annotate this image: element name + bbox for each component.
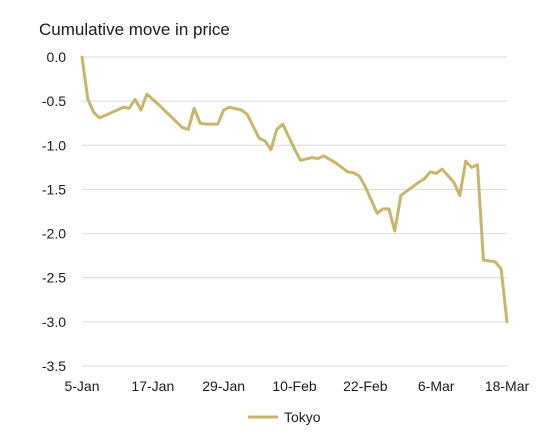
chart-title: Cumulative move in price <box>39 20 230 39</box>
x-tick-label: 22-Feb <box>343 378 388 394</box>
x-tick-label: 5-Jan <box>64 378 99 394</box>
y-tick-label: -3.0 <box>42 314 66 330</box>
y-tick-label: 0.0 <box>47 49 67 65</box>
y-axis: 0.0 -0.5 -1.0 -1.5 -2.0 -2.5 -3.0 -3.5 <box>42 49 66 374</box>
x-tick-label: 18-Mar <box>485 378 530 394</box>
series-line-tokyo <box>80 55 509 324</box>
legend: Tokyo <box>248 409 321 425</box>
x-tick-label: 10-Feb <box>272 378 317 394</box>
legend-label: Tokyo <box>284 409 321 425</box>
x-tick-label: 29-Jan <box>202 378 245 394</box>
y-tick-label: -1.0 <box>42 137 66 153</box>
y-tick-label: -3.5 <box>42 358 66 374</box>
x-axis: 5-Jan 17-Jan 29-Jan 10-Feb 22-Feb 6-Mar 18-Mar <box>64 378 529 394</box>
y-tick-label: -0.5 <box>42 93 66 109</box>
gridlines <box>82 56 507 367</box>
y-tick-label: -2.0 <box>42 226 66 242</box>
y-tick-label: -2.5 <box>42 270 66 286</box>
y-tick-label: -1.5 <box>42 181 66 197</box>
x-tick-label: 6-Mar <box>418 378 455 394</box>
series-layer <box>80 55 509 324</box>
x-tick-label: 17-Jan <box>131 378 174 394</box>
